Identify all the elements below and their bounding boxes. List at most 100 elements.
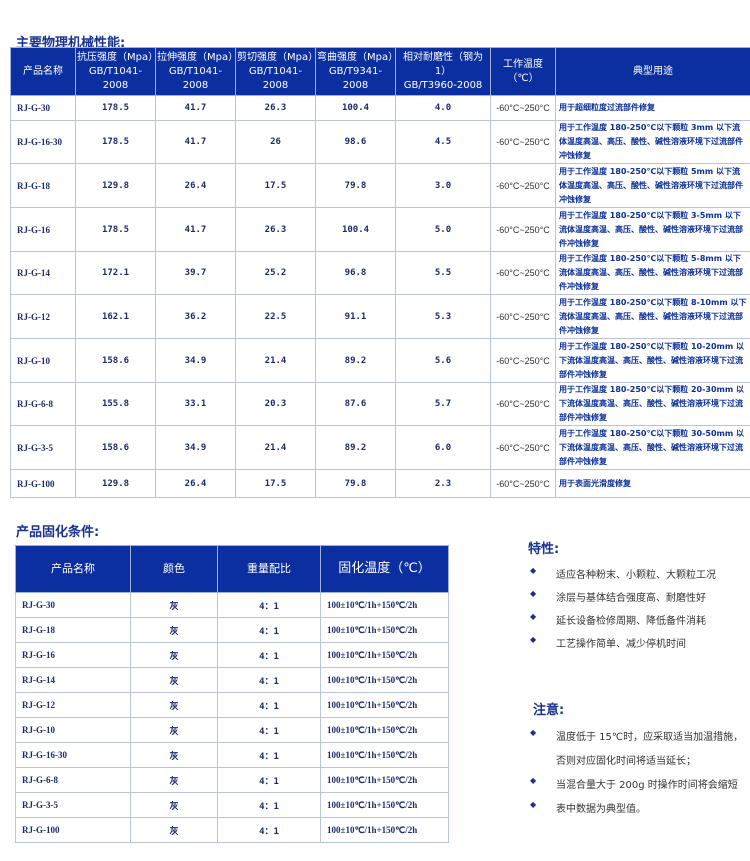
table-cell: 灰 bbox=[130, 592, 218, 618]
header-label: 典型用途 bbox=[633, 65, 673, 77]
table-cell: 178.5 bbox=[75, 120, 156, 164]
table-cell: 36.2 bbox=[155, 294, 236, 339]
table-cell: 用于工作温度 180-250℃以下颗粒 8-10mm 以下流体温度高温、高压、酸… bbox=[555, 294, 750, 339]
table-row: RJ-G-18 129.8 26.4 17.5 79.8 3.0 -60°C~250°C 用于… bbox=[10, 163, 750, 208]
table-cell: 4.5 bbox=[395, 120, 491, 164]
table-cell: 用于表面光滑度修复 bbox=[555, 469, 750, 498]
table-cell: 96.8 bbox=[315, 251, 396, 295]
table-cell: RJ-G-16-30 bbox=[10, 120, 76, 164]
table-row: RJ-G-6-8 155.8 33.1 20.3 87.6 5.7 -60°C~250°C 用… bbox=[10, 382, 750, 426]
table-cell: 178.5 bbox=[75, 95, 156, 121]
column-header: 工作温度 （℃） bbox=[490, 47, 556, 96]
table-cell: 98.6 bbox=[315, 120, 396, 164]
table-cell: -60°C~250°C bbox=[490, 338, 556, 383]
notes-list: 温度低于 15℃时，应采取适当加温措施， 否则对应固化时间将适当延长； 当混合量大于… bbox=[528, 728, 743, 824]
table-cell: 灰 bbox=[130, 692, 218, 718]
table-cell: 100±10℃/1h+150℃/2h bbox=[320, 742, 449, 768]
table-cell: RJ-G-16-30 bbox=[15, 742, 131, 768]
table-cell: 6.0 bbox=[395, 425, 491, 470]
table-cell: 41.7 bbox=[155, 207, 236, 252]
table-cell: 灰 bbox=[130, 667, 218, 693]
table-row: RJ-G-14 灰 4：1 100±10℃/1h+150℃/2h bbox=[15, 667, 449, 693]
table-cell: 26.3 bbox=[235, 95, 316, 121]
mechanical-properties-table: 产品名称 抗压强度（Mpa） GB/T1041-2008 拉伸强度（Mpa） GB/T1… bbox=[10, 47, 750, 498]
header-label: 拉伸强度（Mpa） bbox=[157, 51, 239, 63]
table-cell: 用于工作温度 180-250℃以下颗粒 5-8mm 以下流体温度高温、高压、酸性… bbox=[555, 251, 750, 295]
header-label: 相对耐磨性（钢为 1） bbox=[403, 51, 483, 77]
table-cell: 33.1 bbox=[155, 382, 236, 426]
column-header: 颜色 bbox=[130, 545, 218, 593]
table-cell: 3.0 bbox=[395, 163, 491, 208]
table-cell: 4.0 bbox=[395, 95, 491, 121]
table-row: RJ-G-3-5 灰 4：1 100±10℃/1h+150℃/2h bbox=[15, 792, 449, 818]
table-cell: 89.2 bbox=[315, 338, 396, 383]
table-row: RJ-G-16-30 178.5 41.7 26 98.6 4.5 -60°C~250°C 用… bbox=[10, 120, 750, 164]
table-cell: 17.5 bbox=[235, 163, 316, 208]
table-cell: 用于工作温度 180-250℃以下颗粒 5mm 以下流体温度高温、高压、酸性、碱… bbox=[555, 163, 750, 208]
table-row: RJ-G-16 灰 4：1 100±10℃/1h+150℃/2h bbox=[15, 642, 449, 668]
table-cell: 129.8 bbox=[75, 163, 156, 208]
table-cell: RJ-G-3-5 bbox=[10, 425, 76, 470]
table-cell: -60°C~250°C bbox=[490, 207, 556, 252]
table-cell: 4：1 bbox=[217, 642, 321, 668]
table-cell: 41.7 bbox=[155, 120, 236, 164]
table-cell: 4：1 bbox=[217, 717, 321, 743]
table-cell: 4：1 bbox=[217, 767, 321, 793]
table-cell: 2.3 bbox=[395, 469, 491, 498]
column-header: 弯曲强度（Mpa） GB/T9341-2008 bbox=[315, 47, 399, 96]
table-cell: RJ-G-12 bbox=[10, 294, 76, 339]
column-header: 产品名称 bbox=[15, 545, 131, 593]
table-cell: 162.1 bbox=[75, 294, 156, 339]
table-row: RJ-G-10 158.6 34.9 21.4 89.2 5.6 -60°C~250°C 用于… bbox=[10, 338, 750, 383]
table-cell: 100±10℃/1h+150℃/2h bbox=[320, 792, 449, 818]
table-cell: RJ-G-6-8 bbox=[15, 767, 131, 793]
column-header: 拉伸强度（Mpa） GB/T1041-2008 bbox=[155, 47, 239, 96]
table-cell: RJ-G-6-8 bbox=[10, 382, 76, 426]
header-standard: GB/T3960-2008 bbox=[403, 79, 483, 91]
table-row: RJ-G-6-8 灰 4：1 100±10℃/1h+150℃/2h bbox=[15, 767, 449, 793]
table-cell: -60°C~250°C bbox=[490, 382, 556, 426]
table-cell: 79.8 bbox=[315, 469, 396, 498]
table-cell: -60°C~250°C bbox=[490, 425, 556, 470]
header-label: 产品名称 bbox=[23, 65, 63, 77]
table-cell: 100±10℃/1h+150℃/2h bbox=[320, 592, 449, 618]
features-list: 适应各种粉末、小颗粒、大颗粒工况涂层与基体结合强度高、耐磨性好延长设备检修周期、… bbox=[528, 566, 716, 658]
table-row: RJ-G-12 162.1 36.2 22.5 91.1 5.3 -60°C~250°C 用于… bbox=[10, 294, 750, 339]
table-cell: 用于超细粒度过流部件修复 bbox=[555, 95, 750, 121]
notes-title: 注意: bbox=[533, 703, 565, 718]
table-cell: 5.0 bbox=[395, 207, 491, 252]
column-header: 典型用途 bbox=[555, 47, 750, 96]
table-cell: 用于工作温度 180-250℃以下颗粒 20-30mm 以下流体温度高温、高压、… bbox=[555, 382, 750, 426]
column-header: 产品名称 bbox=[10, 47, 76, 96]
table-cell: -60°C~250°C bbox=[490, 469, 556, 498]
table-cell: 87.6 bbox=[315, 382, 396, 426]
table-row: RJ-G-30 178.5 41.7 26.3 100.4 4.0 -60°C~250°C 用… bbox=[10, 95, 750, 121]
column-header: 固化温度（℃） bbox=[320, 545, 449, 593]
table-cell: 89.2 bbox=[315, 425, 396, 470]
table-row: RJ-G-16 178.5 41.7 26.3 100.4 5.0 -60°C~250°C 用… bbox=[10, 207, 750, 252]
table-cell: 100±10℃/1h+150℃/2h bbox=[320, 667, 449, 693]
feature-item: 涂层与基体结合强度高、耐磨性好 bbox=[528, 589, 716, 612]
table-cell: 4：1 bbox=[217, 617, 321, 643]
table-cell: 100±10℃/1h+150℃/2h bbox=[320, 717, 449, 743]
header-standard: （℃） bbox=[507, 72, 539, 84]
table-cell: -60°C~250°C bbox=[490, 251, 556, 295]
table-cell: 4：1 bbox=[217, 817, 321, 843]
table-cell: 5.7 bbox=[395, 382, 491, 426]
table-cell: 灰 bbox=[130, 717, 218, 743]
table-row: RJ-G-12 灰 4：1 100±10℃/1h+150℃/2h bbox=[15, 692, 449, 718]
table-cell: 21.4 bbox=[235, 425, 316, 470]
table-cell: RJ-G-16 bbox=[15, 642, 131, 668]
table-cell: 4：1 bbox=[217, 667, 321, 693]
table-cell: RJ-G-30 bbox=[10, 95, 76, 121]
feature-item: 工艺操作简单、减少停机时间 bbox=[528, 635, 716, 658]
table-cell: 4：1 bbox=[217, 792, 321, 818]
table-cell: 22.5 bbox=[235, 294, 316, 339]
table-cell: 34.9 bbox=[155, 338, 236, 383]
table-cell: 灰 bbox=[130, 742, 218, 768]
header-label: 弯曲强度（Mpa） bbox=[317, 51, 399, 63]
table-cell: RJ-G-100 bbox=[10, 469, 76, 498]
header-standard: GB/T1041-2008 bbox=[168, 65, 223, 91]
curing-conditions-table: 产品名称 颜色 重量配比 固化温度（℃） RJ-G-30 灰 4：1 100±10℃/1h+1… bbox=[15, 545, 449, 843]
table-cell: 172.1 bbox=[75, 251, 156, 295]
